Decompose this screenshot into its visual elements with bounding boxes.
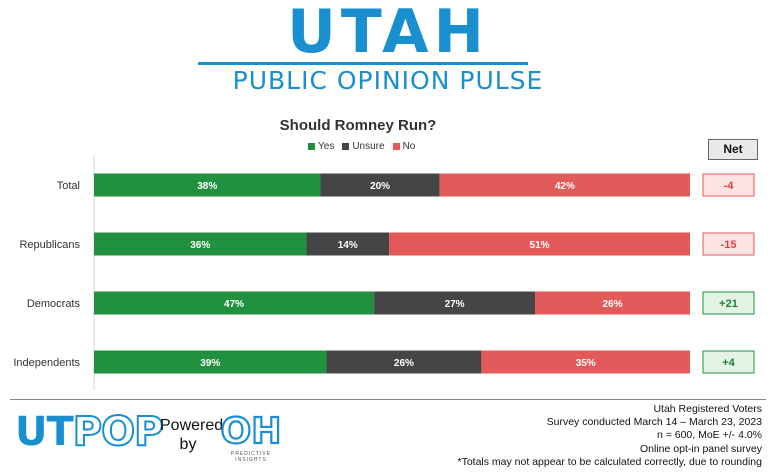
legend-swatch-yes — [308, 143, 315, 150]
data-label-unsure-democrats: 27% — [445, 299, 465, 310]
legend-item-unsure: Unsure — [342, 141, 385, 152]
data-label-no-republicans: 51% — [530, 240, 550, 251]
bar-unsure-democrats — [374, 291, 536, 315]
chart-title: Should Romney Run? — [279, 117, 437, 134]
brand-title: UTAH — [287, 0, 489, 67]
net-box-democrats — [702, 291, 755, 315]
net-value-total: -4 — [724, 180, 735, 192]
bar-yes-total — [94, 173, 321, 197]
utpop-logo-pop: POP — [72, 409, 165, 455]
legend-swatch-unsure — [342, 143, 350, 150]
brand-subtitle: PUBLIC OPINION PULSE — [232, 66, 544, 95]
oh-logo-mark: OH — [221, 411, 282, 451]
net-header: Net — [708, 139, 758, 160]
bar-yes-republicans — [94, 232, 307, 256]
legend-item-yes: Yes — [308, 141, 334, 152]
chart-legend: Yes Unsure No — [308, 141, 415, 152]
bar-yes-democrats — [94, 291, 375, 315]
bar-unsure-total — [320, 173, 440, 197]
bar-unsure-republicans — [306, 232, 390, 256]
data-label-no-democrats: 26% — [603, 299, 623, 310]
brand-divider — [198, 62, 528, 65]
note-dates: Survey conducted March 14 – March 23, 20… — [546, 416, 762, 429]
bar-yes-independents — [94, 350, 327, 374]
powered-by-text: Powered by — [160, 416, 224, 454]
data-label-yes-total: 38% — [197, 181, 217, 192]
category-label-total: Total — [57, 180, 80, 192]
bar-no-independents — [481, 350, 690, 374]
by-line: by — [179, 436, 197, 453]
data-label-unsure-total: 20% — [370, 181, 390, 192]
data-label-no-total: 42% — [555, 181, 575, 192]
data-label-no-independents: 35% — [576, 358, 596, 369]
data-label-yes-democrats: 47% — [224, 299, 244, 310]
powered-line: Powered — [160, 417, 224, 434]
legend-item-no: No — [392, 141, 416, 152]
legend-swatch-no — [392, 143, 400, 150]
stacked-bar-chart: Total 38% 20% 42% -4 Republicans 36% 14% 51% -15 D… — [13, 156, 755, 390]
data-label-unsure-republicans: 14% — [338, 240, 358, 251]
data-label-yes-republicans: 36% — [190, 240, 210, 251]
footer-divider — [10, 399, 766, 400]
net-box-republicans — [702, 232, 755, 256]
net-box-total — [702, 173, 755, 197]
predictive-insights-logo: OH — [220, 410, 282, 451]
bar-unsure-independents — [326, 350, 482, 374]
note-population: Utah Registered Voters — [653, 403, 762, 415]
survey-notes: Utah Registered Voters Survey conducted … — [458, 403, 763, 469]
net-box-independents — [702, 350, 755, 374]
note-sample: n = 600, MoE +/- 4.0% — [656, 429, 762, 442]
category-label-republicans: Republicans — [19, 239, 80, 251]
data-label-yes-independents: 39% — [200, 358, 220, 369]
data-label-unsure-independents: 26% — [394, 358, 414, 369]
utpop-logo-ut: UT — [15, 409, 74, 455]
legend-label-no: No — [402, 141, 416, 152]
utpop-logo: UTPOP — [15, 409, 165, 455]
note-method: Online opt-in panel survey — [640, 442, 762, 455]
bar-no-democrats — [535, 291, 690, 315]
bar-no-total — [439, 173, 690, 197]
bar-no-republicans — [389, 232, 690, 256]
legend-label-yes: Yes — [318, 141, 335, 152]
net-value-independents: +4 — [722, 357, 735, 369]
category-label-democrats: Democrats — [27, 298, 81, 310]
legend-label-unsure: Unsure — [352, 141, 385, 152]
category-label-independents: Independents — [13, 357, 80, 369]
net-value-democrats: +21 — [719, 298, 738, 310]
note-rounding: *Totals may not appear to be calculated … — [457, 455, 763, 468]
net-value-republicans: -15 — [721, 239, 737, 251]
predictive-insights-caption: PREDICTIVE INSIGHTS — [230, 451, 271, 463]
